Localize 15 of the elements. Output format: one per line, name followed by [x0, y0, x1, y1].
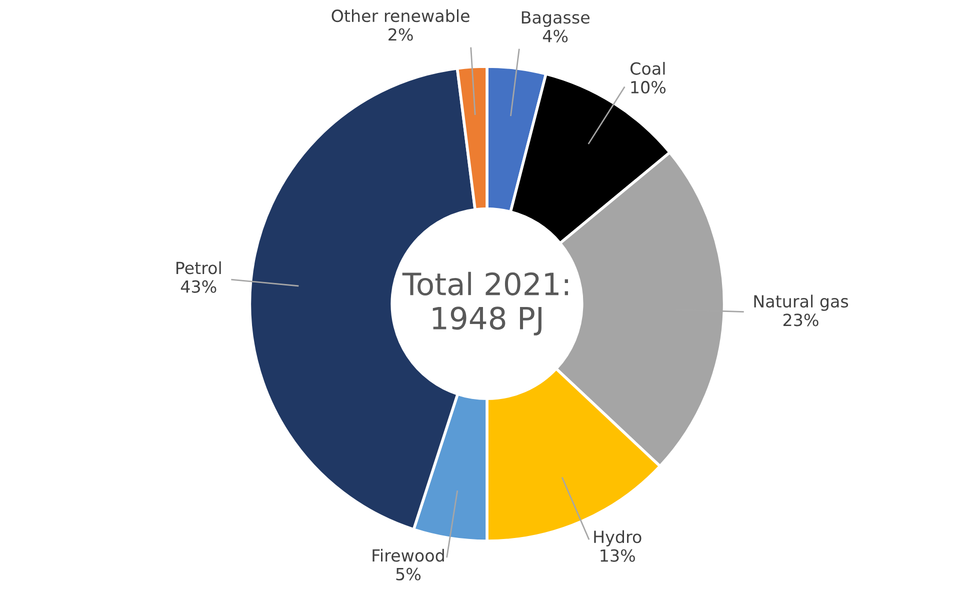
data-label: 2%: [388, 28, 413, 41]
slice-label: Other renewable: [332, 9, 470, 22]
data-label: 43%: [180, 280, 216, 293]
data-label: 13%: [600, 549, 635, 562]
slice-label: Hydro: [594, 530, 642, 546]
slice-label: Natural gas: [754, 294, 848, 311]
text: Total 2021: 1948 PJ: [402, 272, 568, 336]
data-label: 4%: [542, 30, 568, 42]
data-label: 23%: [783, 314, 818, 326]
slice-label: Firewood: [372, 548, 444, 562]
slice-label: Petrol: [176, 261, 221, 274]
data-label: 5%: [396, 568, 421, 580]
slice-label: Coal: [630, 62, 665, 75]
slice-label: Bagasse: [522, 11, 590, 27]
data-label: 10%: [631, 80, 666, 94]
